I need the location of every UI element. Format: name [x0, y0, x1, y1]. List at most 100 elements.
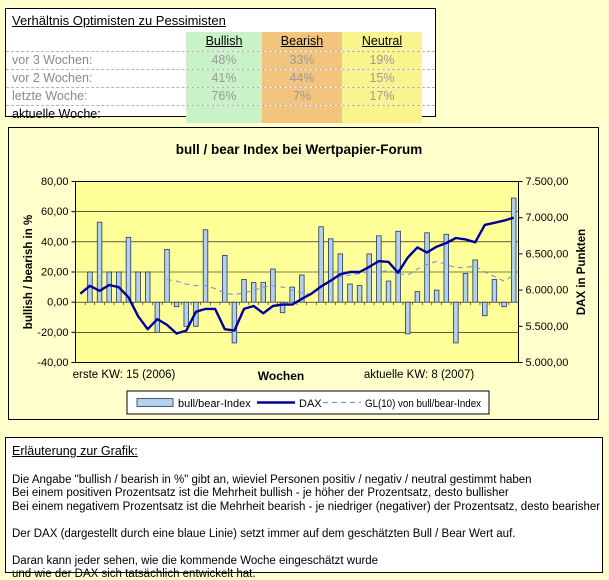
ratio-value-cell: 48%: [186, 52, 262, 69]
ratio-row-filler: [422, 88, 435, 105]
bull-bear-bar: [414, 291, 421, 303]
ratio-row-filler: [422, 106, 435, 123]
y-right-tick-label: 7.500,00: [526, 176, 569, 188]
explanation-line: Daran kann jeder sehen, wie die kommende…: [12, 554, 379, 567]
ratio-value-cell: 76%: [186, 88, 262, 105]
x-axis-right-note: aktuelle KW: 8 (2007): [364, 369, 475, 381]
y-right-tick-label: 6.000,00: [526, 285, 569, 297]
y-right-tick-label: 7.000,00: [526, 212, 569, 224]
bull-bear-bar: [501, 301, 507, 308]
ratio-header-filler: [422, 32, 435, 51]
bull-bear-bar: [125, 236, 132, 303]
bull-bear-bar: [366, 253, 372, 303]
x-axis-title: Wochen: [258, 369, 304, 383]
ratio-value-cell: 33%: [262, 52, 342, 69]
legend-label-gl10: GL(10) von bull/bear-Index: [365, 398, 481, 410]
y-left-tick-label: -20,00: [37, 327, 68, 339]
ratio-row-label: letzte Woche:: [12, 89, 88, 103]
y-right-tick-label: 5.500,00: [526, 321, 569, 333]
x-axis-left-note: erste KW: 15 (2006): [73, 369, 176, 381]
chart-title: bull / bear Index bei Wertpapier-Forum: [176, 142, 423, 157]
ratio-value-cell: 7%: [262, 88, 342, 105]
y-left-tick-label: 40,00: [41, 236, 69, 248]
explanation-line: und wie der DAX sich tatsächlich entwick…: [12, 568, 256, 580]
y-left-tick-label: -40,00: [37, 357, 68, 369]
bull-bear-chart: 80,00 60,00 40,00 20,00 0,00 -20,00 -40,00 7.50…: [8, 127, 599, 420]
bull-bear-bar: [376, 235, 382, 303]
y-right-tick-label: 6.500,00: [526, 248, 569, 260]
bull-bear-bar: [145, 271, 151, 303]
ratio-value-cell: 15%: [342, 70, 422, 87]
y-left-tick-label: 80,00: [41, 176, 69, 188]
ratio-value-cell: [262, 106, 342, 123]
ratio-header-row: Bullish Bearish Neutral: [6, 32, 435, 52]
bull-bear-bar: [135, 271, 141, 303]
explanation-line: Bei einem positiven Prozentsatz ist die …: [12, 487, 509, 499]
ratio-row-filler: [422, 70, 435, 87]
bull-bear-bar: [472, 259, 478, 303]
bull-bear-bar: [299, 274, 305, 303]
ratio-row: aktuelle Woche:: [6, 106, 435, 123]
y-left-tick-label: 20,00: [41, 267, 69, 279]
bull-bear-bar: [453, 301, 459, 344]
explanation-line: Bei einem negativem Prozentsatz ist die …: [12, 500, 601, 513]
ratio-table-title: Verhältnis Optimisten zu Pessimisten: [12, 13, 226, 28]
ratio-row: vor 2 Wochen: 41% 44% 15%: [6, 70, 435, 88]
bull-bear-bar: [347, 283, 353, 303]
bull-bear-bar: [385, 280, 392, 303]
bull-bear-bar: [164, 248, 170, 303]
ratio-value-cell: 19%: [342, 52, 422, 69]
bull-bear-bar: [183, 301, 189, 327]
ratio-value-cell: 41%: [186, 70, 262, 87]
bull-bear-bar: [443, 233, 449, 303]
bull-bear-bar: [462, 273, 469, 303]
bull-bear-bar: [289, 286, 295, 303]
ratio-value-cell: [342, 106, 422, 123]
explanation-box: Erläuterung zur Grafik: Die Angabe "bull…: [5, 437, 603, 580]
legend-label-bullbear: bull/bear-Index: [178, 398, 251, 410]
ratio-col-header-bearish: Bearish: [262, 32, 342, 51]
bull-bear-bar: [154, 301, 161, 333]
legend-label-dax: DAX: [299, 398, 322, 410]
y-right-tick-label: 5.000,00: [526, 357, 569, 369]
ratio-row-label: vor 2 Wochen:: [12, 71, 93, 85]
ratio-col-header-bullish: Bullish: [186, 32, 262, 51]
bull-bear-bar: [250, 282, 257, 303]
bull-bear-bar: [202, 229, 209, 303]
bull-bear-bar: [260, 282, 266, 303]
ratio-row-label: vor 3 Wochen:: [12, 53, 93, 67]
bull-bear-bar: [491, 279, 498, 303]
bull-bear-bar: [173, 301, 180, 308]
dax-line: [79, 216, 515, 335]
ratio-header-spacer: [6, 32, 186, 51]
bull-bear-bar: [241, 279, 247, 303]
bull-bear-bar: [395, 230, 401, 303]
bull-bear-bar: [328, 238, 334, 303]
bull-bear-bar: [510, 197, 517, 303]
ratio-row: letzte Woche: 76% 7% 17%: [6, 88, 435, 106]
bull-bear-bar: [356, 285, 363, 303]
explanation-title: Erläuterung zur Grafik:: [12, 444, 138, 458]
bull-bear-bar: [279, 301, 286, 314]
bull-bear-bar: [424, 232, 430, 303]
legend-bar-swatch: [136, 398, 174, 407]
bull-bear-bar: [337, 253, 344, 303]
explanation-line: [12, 460, 602, 474]
ratio-row-filler: [422, 52, 435, 69]
explanation-line: [12, 541, 602, 555]
sentiment-ratio-table: Verhältnis Optimisten zu Pessimisten Bul…: [5, 8, 436, 123]
ratio-value-cell: 44%: [262, 70, 342, 87]
bull-bear-bar: [318, 226, 324, 303]
ratio-value-cell: [186, 106, 262, 123]
y-left-tick-label: 0,00: [47, 297, 68, 309]
bull-bear-bar: [482, 301, 488, 317]
bull-bear-bar: [231, 301, 238, 344]
explanation-line: Die Angabe "bullish / bearish in %" gibt…: [12, 473, 532, 486]
gl10-line: [166, 260, 515, 296]
bull-bear-bar: [96, 221, 103, 303]
bull-bear-bar: [222, 255, 228, 303]
ratio-col-header-neutral: Neutral: [342, 32, 422, 51]
legend-box: [126, 390, 490, 415]
ratio-value-cell: 17%: [342, 88, 422, 105]
